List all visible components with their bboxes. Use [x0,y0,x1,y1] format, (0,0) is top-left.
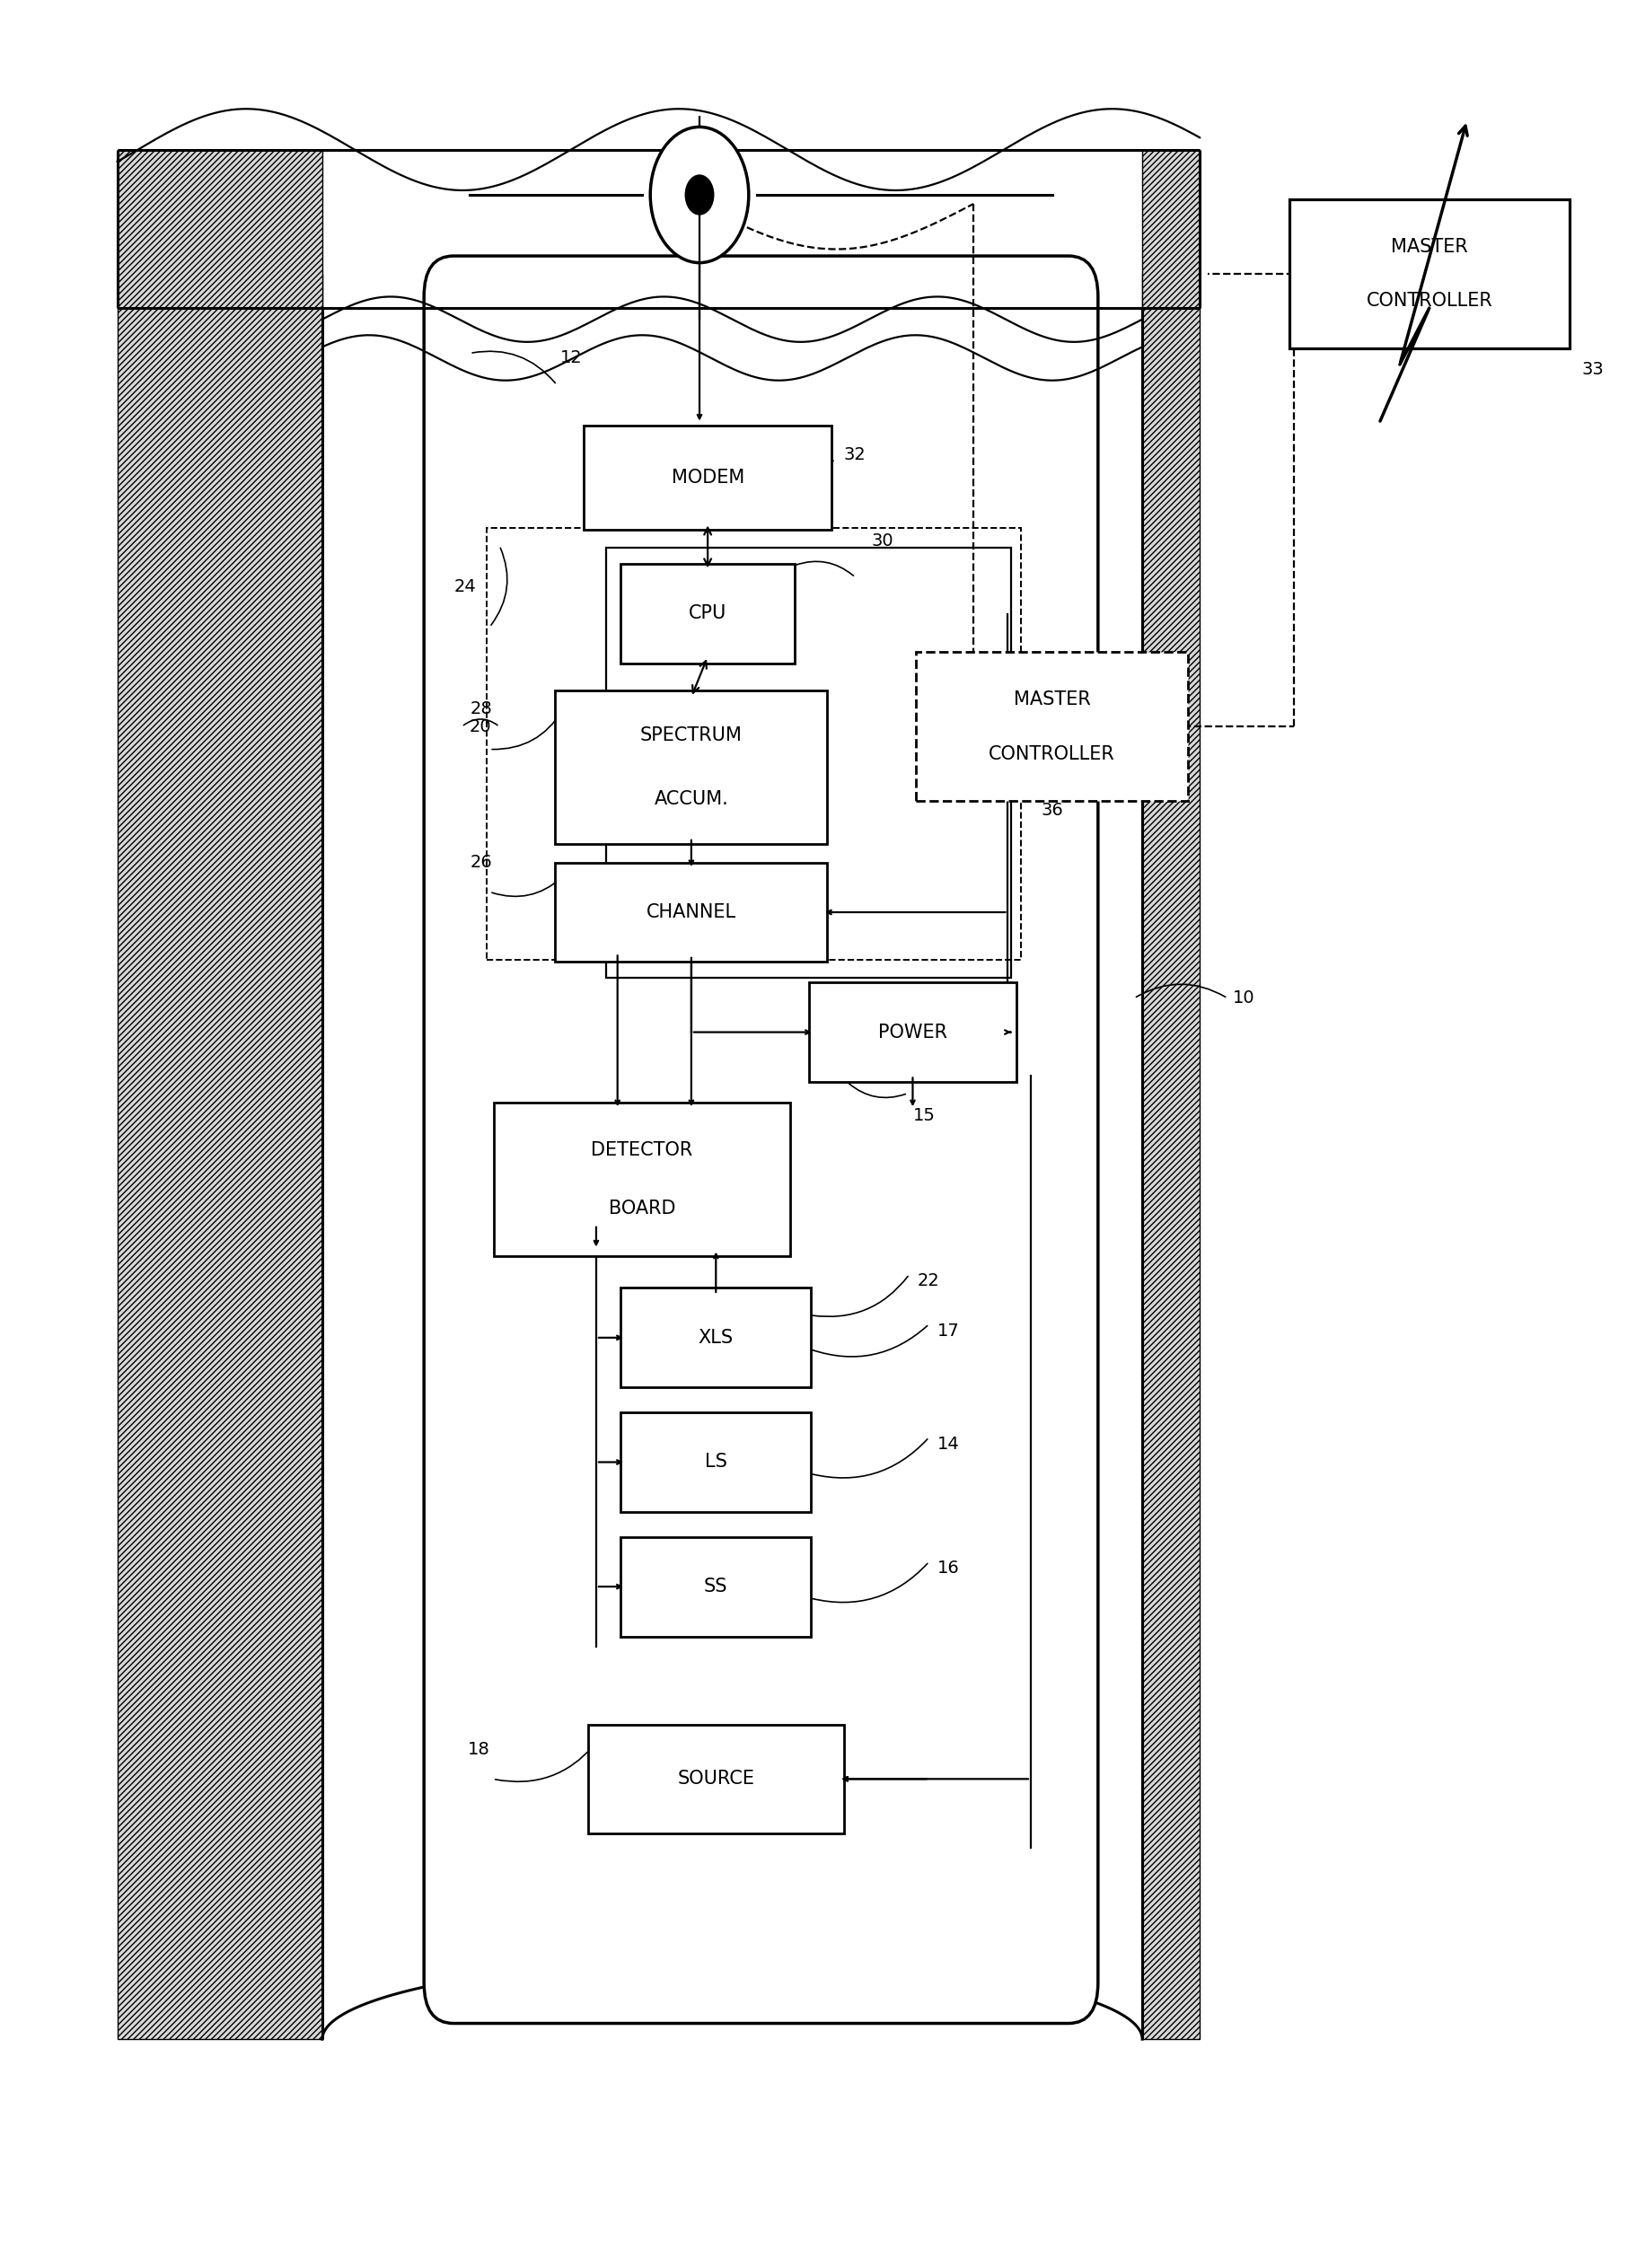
Text: 30: 30 [872,533,893,549]
FancyBboxPatch shape [584,426,831,531]
Circle shape [650,127,748,263]
Text: LS: LS [704,1454,727,1472]
Text: MASTER: MASTER [1390,238,1467,256]
Text: CHANNEL: CHANNEL [646,903,737,921]
Circle shape [684,175,714,215]
Text: XLS: XLS [699,1329,734,1347]
Text: 15: 15 [913,1107,934,1125]
Text: ACCUM.: ACCUM. [655,789,729,807]
FancyBboxPatch shape [494,1102,791,1256]
Text: 10: 10 [1232,989,1255,1007]
Text: 14: 14 [938,1436,959,1452]
Polygon shape [117,150,322,308]
Polygon shape [1142,150,1199,308]
Polygon shape [1142,274,1199,2039]
Text: SS: SS [704,1579,727,1597]
Text: 22: 22 [918,1272,939,1290]
FancyBboxPatch shape [620,1288,811,1388]
Text: DETECTOR: DETECTOR [591,1141,693,1159]
FancyBboxPatch shape [554,689,827,844]
Text: 32: 32 [844,447,865,463]
Text: 28: 28 [470,701,492,717]
Text: CPU: CPU [689,606,727,621]
FancyBboxPatch shape [424,256,1097,2023]
Text: 16: 16 [938,1560,959,1576]
FancyBboxPatch shape [620,1538,811,1637]
FancyBboxPatch shape [916,651,1188,801]
Polygon shape [117,274,322,2039]
FancyBboxPatch shape [554,862,827,962]
Text: SPECTRUM: SPECTRUM [640,726,742,744]
Text: 12: 12 [559,349,582,367]
Text: BOARD: BOARD [609,1200,676,1218]
Text: SOURCE: SOURCE [678,1769,755,1787]
Text: CONTROLLER: CONTROLLER [1365,293,1492,311]
Text: MASTER: MASTER [1013,689,1091,708]
FancyBboxPatch shape [620,565,795,662]
Text: 33: 33 [1582,361,1604,379]
FancyBboxPatch shape [809,982,1017,1082]
Text: 20: 20 [469,719,492,735]
Text: 17: 17 [938,1322,959,1340]
FancyBboxPatch shape [620,1413,811,1513]
Text: MODEM: MODEM [671,469,744,488]
Text: POWER: POWER [878,1023,948,1041]
Text: 24: 24 [454,578,475,594]
Text: 18: 18 [467,1742,490,1758]
FancyBboxPatch shape [587,1724,844,1833]
Text: CONTROLLER: CONTROLLER [989,744,1115,762]
Text: 36: 36 [1041,803,1063,819]
Text: 26: 26 [470,855,492,871]
FancyBboxPatch shape [1290,200,1569,349]
